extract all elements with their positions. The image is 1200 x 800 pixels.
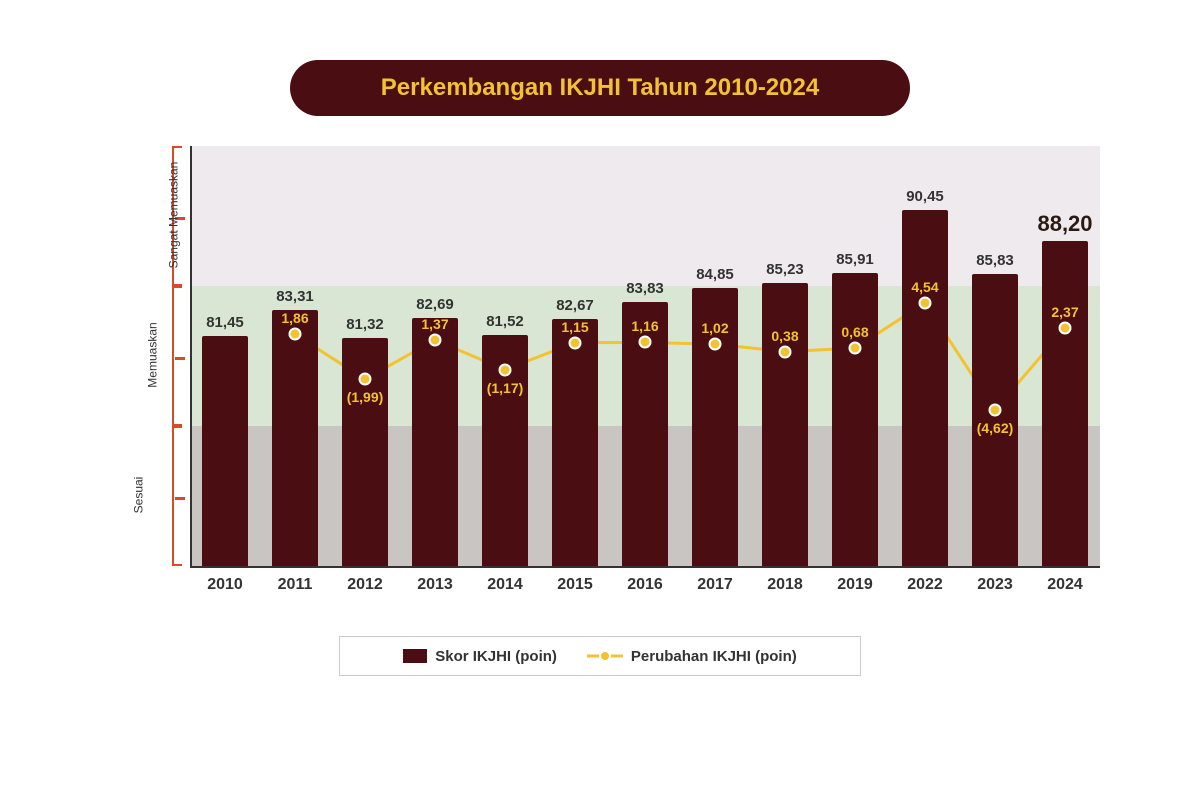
line-value-label: 1,15 xyxy=(561,319,588,335)
x-tick-label: 2016 xyxy=(615,576,675,594)
legend-item: Skor IKJHI (poin) xyxy=(403,648,557,665)
bar-value-label: 81,32 xyxy=(335,316,395,333)
bar-value-label: 85,83 xyxy=(965,252,1025,269)
legend-swatch-line xyxy=(587,649,623,663)
line-marker xyxy=(709,338,722,351)
bar-value-label: 84,85 xyxy=(685,266,745,283)
bar xyxy=(762,283,808,566)
x-tick-label: 2013 xyxy=(405,576,465,594)
bar xyxy=(272,310,318,566)
bar xyxy=(902,210,948,566)
line-marker xyxy=(849,342,862,355)
bar-value-label: 83,31 xyxy=(265,288,325,305)
bar-value-label: 81,45 xyxy=(195,314,255,331)
x-tick-label: 2022 xyxy=(895,576,955,594)
line-marker xyxy=(429,334,442,347)
line-marker xyxy=(989,403,1002,416)
line-marker xyxy=(639,336,652,349)
band-label: Sesuai xyxy=(131,477,145,514)
bar-value-label: 88,20 xyxy=(1025,211,1105,237)
line-value-label: 4,54 xyxy=(911,279,938,295)
line-marker xyxy=(569,336,582,349)
line-marker xyxy=(779,345,792,358)
plot-area: Sangat MemuaskanMemuaskanSesuai81,452010… xyxy=(190,146,1100,566)
line-marker xyxy=(1059,322,1072,335)
bar xyxy=(1042,241,1088,566)
bar xyxy=(832,273,878,566)
line-value-label: 1,86 xyxy=(281,310,308,326)
bar-value-label: 90,45 xyxy=(895,188,955,205)
bar xyxy=(552,319,598,566)
chart-title-text: Perkembangan IKJHI Tahun 2010-2024 xyxy=(381,74,819,102)
page: Perkembangan IKJHI Tahun 2010-2024 Sanga… xyxy=(0,0,1200,800)
line-value-label: (1,17) xyxy=(487,380,524,396)
x-tick-label: 2018 xyxy=(755,576,815,594)
line-value-label: 0,68 xyxy=(841,324,868,340)
x-tick-label: 2012 xyxy=(335,576,395,594)
legend-item: Perubahan IKJHI (poin) xyxy=(587,648,797,665)
bar xyxy=(412,318,458,566)
bar-value-label: 83,83 xyxy=(615,280,675,297)
x-tick-label: 2010 xyxy=(195,576,255,594)
chart-title-pill: Perkembangan IKJHI Tahun 2010-2024 xyxy=(290,60,910,116)
legend-label: Perubahan IKJHI (poin) xyxy=(631,648,797,665)
x-tick-label: 2011 xyxy=(265,576,325,594)
band-sangat-memuaskan xyxy=(190,146,1100,286)
x-tick-label: 2017 xyxy=(685,576,745,594)
bar-value-label: 82,69 xyxy=(405,296,465,313)
band-label: Memuaskan xyxy=(146,322,160,387)
line-value-label: 1,16 xyxy=(631,318,658,334)
x-tick-label: 2024 xyxy=(1035,576,1095,594)
line-marker xyxy=(499,363,512,376)
band-label: Sangat Memuaskan xyxy=(166,162,180,269)
x-tick-label: 2019 xyxy=(825,576,885,594)
bar-value-label: 85,91 xyxy=(825,251,885,268)
axis-bracket xyxy=(172,286,182,426)
legend: Skor IKJHI (poin) Perubahan IKJHI (poin) xyxy=(339,636,861,676)
line-value-label: (4,62) xyxy=(977,420,1014,436)
bar-value-label: 81,52 xyxy=(475,313,535,330)
line-value-label: 1,37 xyxy=(421,316,448,332)
bar xyxy=(202,336,248,566)
bar-value-label: 82,67 xyxy=(545,297,605,314)
line-value-label: (1,99) xyxy=(347,389,384,405)
x-axis xyxy=(190,566,1100,568)
axis-bracket xyxy=(172,426,182,566)
y-axis xyxy=(190,146,192,566)
x-tick-label: 2023 xyxy=(965,576,1025,594)
line-value-label: 2,37 xyxy=(1051,304,1078,320)
bar-value-label: 85,23 xyxy=(755,261,815,278)
line-value-label: 0,38 xyxy=(771,328,798,344)
chart: Sangat Memuaskan Memuaskan Sesuai 81,45 2010… xyxy=(100,146,1100,616)
legend-label: Skor IKJHI (poin) xyxy=(435,648,557,665)
line-marker xyxy=(919,297,932,310)
line-value-label: 1,02 xyxy=(701,320,728,336)
legend-swatch-bar xyxy=(403,649,427,663)
line-marker xyxy=(289,328,302,341)
x-tick-label: 2015 xyxy=(545,576,605,594)
line-marker xyxy=(359,373,372,386)
x-tick-label: 2014 xyxy=(475,576,535,594)
